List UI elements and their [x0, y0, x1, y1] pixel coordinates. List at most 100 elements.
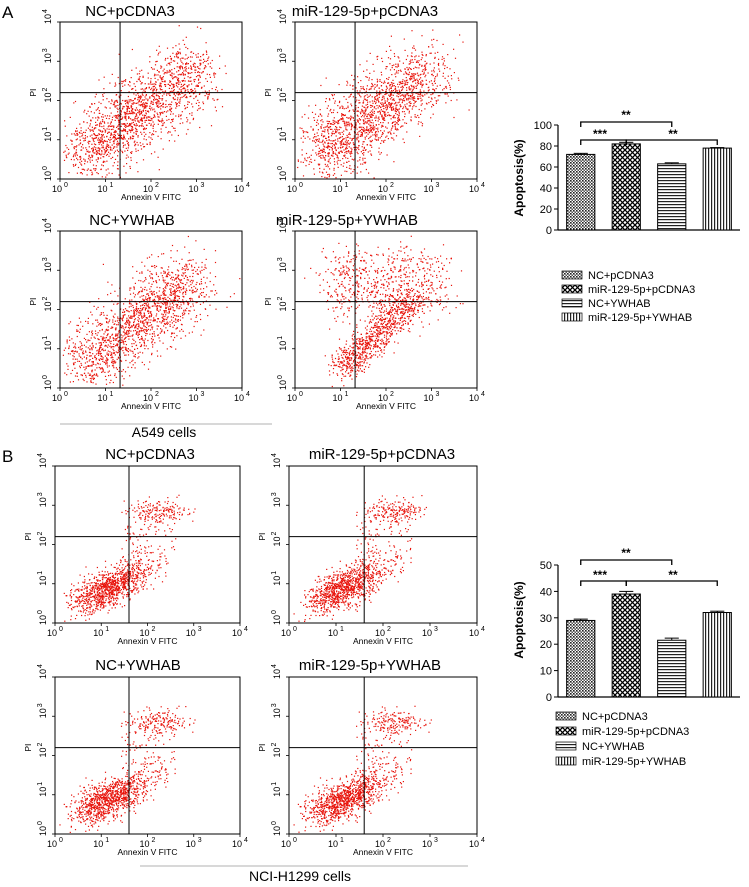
- flow-event: [137, 333, 139, 335]
- flow-event: [190, 89, 192, 91]
- flow-event: [117, 356, 119, 358]
- flow-event: [82, 352, 84, 354]
- flow-event: [92, 353, 94, 355]
- flow-event: [366, 69, 368, 71]
- flow-event: [169, 80, 171, 82]
- flow-event: [127, 142, 129, 144]
- flow-event: [138, 96, 141, 98]
- flow-event: [112, 134, 114, 136]
- flow-event: [459, 34, 461, 36]
- flow-event: [123, 352, 125, 354]
- flow-event: [122, 350, 124, 352]
- flow-event: [105, 329, 108, 331]
- flow-event: [337, 123, 339, 125]
- flow-event: [332, 111, 334, 114]
- flow-event: [133, 287, 135, 289]
- flow-event: [200, 288, 202, 290]
- flow-event: [82, 353, 84, 355]
- flow-event: [103, 314, 105, 316]
- flow-event: [371, 119, 373, 121]
- flow-event: [115, 327, 117, 329]
- flow-event: [112, 357, 114, 359]
- flow-event: [405, 83, 407, 85]
- flow-event: [101, 119, 104, 121]
- flow-event: [382, 133, 384, 135]
- flow-event: [135, 102, 137, 104]
- flow-event: [389, 103, 391, 105]
- flow-event: [75, 151, 78, 154]
- flow-event: [87, 168, 89, 170]
- flow-event: [400, 81, 402, 83]
- flow-event: [109, 139, 111, 141]
- flow-event: [104, 129, 106, 131]
- flow-event: [169, 109, 171, 112]
- flow-event: [313, 117, 315, 119]
- flow-event: [123, 378, 125, 380]
- flow-event: [91, 148, 93, 150]
- flow-event: [109, 341, 111, 343]
- flow-event: [99, 330, 101, 332]
- flow-event: [74, 367, 76, 369]
- flow-event: [192, 106, 194, 108]
- flow-event: [116, 338, 118, 340]
- flow-event: [158, 299, 160, 301]
- flow-event: [178, 25, 180, 27]
- flow-event: [77, 134, 79, 136]
- flow-event: [314, 159, 316, 161]
- flow-event: [324, 126, 326, 128]
- flow-event: [164, 290, 166, 292]
- flow-event: [424, 69, 426, 71]
- flow-event: [412, 88, 414, 90]
- flow-event: [78, 360, 81, 362]
- flow-event: [124, 116, 126, 118]
- flow-event: [103, 76, 105, 78]
- flow-event: [210, 290, 212, 292]
- flow-event: [418, 67, 420, 69]
- flow-event: [149, 329, 151, 331]
- flow-event: [171, 72, 173, 74]
- flow-event: [347, 105, 349, 107]
- flow-event: [83, 372, 86, 375]
- flow-event: [85, 147, 87, 149]
- flow-event: [344, 154, 346, 156]
- flow-event: [138, 110, 141, 112]
- flow-event: [135, 309, 138, 311]
- flow-event: [176, 295, 178, 297]
- flow-event: [84, 163, 86, 165]
- flow-event: [353, 146, 355, 149]
- flow-event: [111, 99, 113, 101]
- flow-event: [192, 291, 194, 294]
- flow-event: [379, 110, 381, 112]
- flow-event: [90, 381, 92, 383]
- flow-event: [360, 163, 362, 165]
- flow-event: [105, 107, 107, 109]
- flow-event: [204, 308, 206, 310]
- flow-event: [329, 110, 331, 112]
- flow-event: [194, 266, 196, 269]
- flow-event: [321, 149, 323, 151]
- flow-event: [436, 75, 438, 77]
- flow-event: [362, 86, 364, 88]
- flow-event: [151, 336, 153, 338]
- flow-event: [401, 89, 403, 91]
- flow-event: [410, 120, 412, 122]
- flow-event: [124, 84, 126, 86]
- flow-event: [141, 361, 143, 363]
- flow-event: [302, 132, 305, 134]
- flow-event: [147, 368, 150, 370]
- flow-event: [167, 300, 169, 302]
- flow-event: [163, 310, 165, 312]
- flow-event: [118, 350, 120, 353]
- flow-event: [82, 134, 84, 136]
- flow-event: [371, 86, 373, 88]
- flow-event: [152, 281, 155, 283]
- flow-xtick-exp: 4: [481, 182, 485, 189]
- flow-event: [395, 108, 397, 110]
- flow-event: [133, 312, 135, 314]
- flow-event: [409, 63, 411, 65]
- flow-event: [216, 90, 219, 92]
- flow-event: [376, 58, 378, 60]
- flow-event: [449, 86, 451, 88]
- flow-event: [160, 272, 162, 274]
- flow-event: [343, 96, 345, 98]
